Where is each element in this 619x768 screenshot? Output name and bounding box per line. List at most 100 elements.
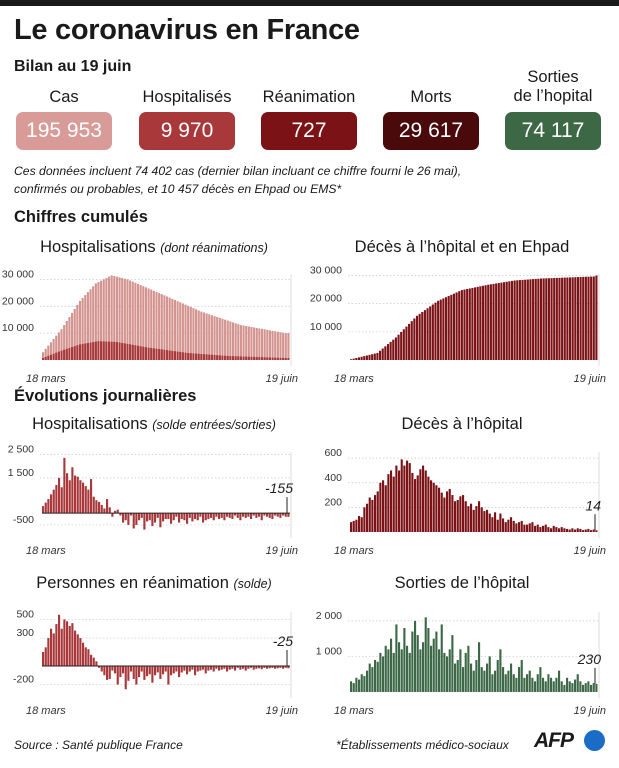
bar-overlay <box>263 357 266 360</box>
bar <box>66 621 69 666</box>
bar <box>571 683 574 692</box>
chart-exits-daily: 1 000 2 000 18 mars 19 juin 230 <box>316 610 606 717</box>
bar <box>212 665 215 672</box>
bar-overlay <box>155 348 158 360</box>
bar <box>566 677 569 692</box>
bar <box>282 332 285 360</box>
stat-label-line2: de l’hopital <box>513 87 593 105</box>
bar <box>413 318 416 360</box>
chart-title-deaths-cum: Décès à l’hôpital et en Ehpad <box>312 238 612 257</box>
bar-overlay <box>260 357 264 360</box>
bar <box>159 513 162 528</box>
bar <box>287 513 290 517</box>
bar <box>590 530 593 532</box>
bar <box>44 502 47 514</box>
bar <box>363 676 366 692</box>
bar-overlay <box>189 353 192 360</box>
bar-overlay <box>84 343 87 360</box>
bar <box>424 470 427 532</box>
bar <box>244 665 247 671</box>
bar <box>437 300 440 360</box>
x-tick-label-start: 18 mars <box>334 545 374 557</box>
y-tick-label: 1 000 <box>316 645 342 657</box>
bar <box>74 630 77 666</box>
x-tick-label-start: 18 mars <box>26 545 66 557</box>
bar <box>456 500 459 532</box>
bar <box>184 304 187 360</box>
bar <box>212 513 215 521</box>
bar <box>100 665 103 672</box>
bar <box>542 525 545 532</box>
y-tick-label: 200 <box>324 496 342 508</box>
bar <box>92 657 95 666</box>
bar <box>496 519 499 532</box>
chart-title-text: Personnes en réanimation <box>36 574 229 592</box>
bar-overlay <box>245 356 248 360</box>
bar <box>552 525 555 532</box>
bar <box>454 501 457 532</box>
y-tick-label: 10 000 <box>310 321 342 333</box>
bar <box>403 465 406 532</box>
bar <box>479 286 482 360</box>
bar <box>139 285 142 360</box>
bar <box>68 625 71 666</box>
bar <box>358 516 361 532</box>
y-tick-label: 20 000 <box>2 295 34 307</box>
bar-overlay <box>73 346 76 360</box>
bar <box>50 628 53 666</box>
bar <box>510 280 514 360</box>
bar <box>400 649 403 692</box>
bar <box>50 494 53 514</box>
bar <box>242 513 245 517</box>
bar <box>215 665 218 669</box>
bar <box>544 524 547 532</box>
bar <box>162 665 165 675</box>
chart-deaths-cumulative: 10 000 20 000 30 000 18 mars 19 juin <box>310 264 606 385</box>
bar <box>144 287 147 360</box>
bar <box>63 457 66 514</box>
bar <box>395 465 398 532</box>
bar <box>164 665 167 672</box>
bar <box>236 513 239 518</box>
bar <box>119 513 122 516</box>
bar <box>223 665 226 669</box>
annotation-label: 14 <box>585 497 601 513</box>
bar <box>228 665 231 670</box>
bar <box>574 529 577 532</box>
annotation-label: -155 <box>265 480 293 496</box>
bar <box>450 294 453 360</box>
bar <box>440 624 443 692</box>
x-tick-label-end: 19 juin <box>266 545 298 557</box>
bar-overlay <box>226 355 229 360</box>
chart-title-text: Hospitalisations <box>40 238 156 256</box>
bar <box>47 345 50 360</box>
bar-overlay <box>86 343 89 360</box>
bar <box>427 476 430 532</box>
bar-overlay <box>284 358 287 360</box>
bar-overlay <box>181 352 184 360</box>
bar <box>242 325 245 360</box>
bar <box>563 528 566 532</box>
bar-overlay <box>192 353 195 360</box>
stat-value: 74 117 <box>505 112 601 150</box>
y-tick-label: 500 <box>16 608 34 620</box>
bar <box>398 642 401 692</box>
bar <box>518 280 521 360</box>
bar <box>430 480 433 532</box>
bar-overlay <box>52 353 55 360</box>
bar <box>427 628 430 692</box>
bar-overlay <box>152 348 155 360</box>
bar <box>355 519 358 532</box>
bar <box>191 513 194 522</box>
bar <box>86 292 89 360</box>
bar <box>92 286 95 360</box>
bar <box>492 283 495 360</box>
bar <box>107 276 111 360</box>
bar <box>379 482 382 532</box>
bar-overlay <box>49 354 53 360</box>
bar <box>220 665 223 670</box>
bar <box>231 665 234 669</box>
bar <box>384 645 387 692</box>
bar <box>196 665 199 672</box>
bar <box>98 501 101 514</box>
